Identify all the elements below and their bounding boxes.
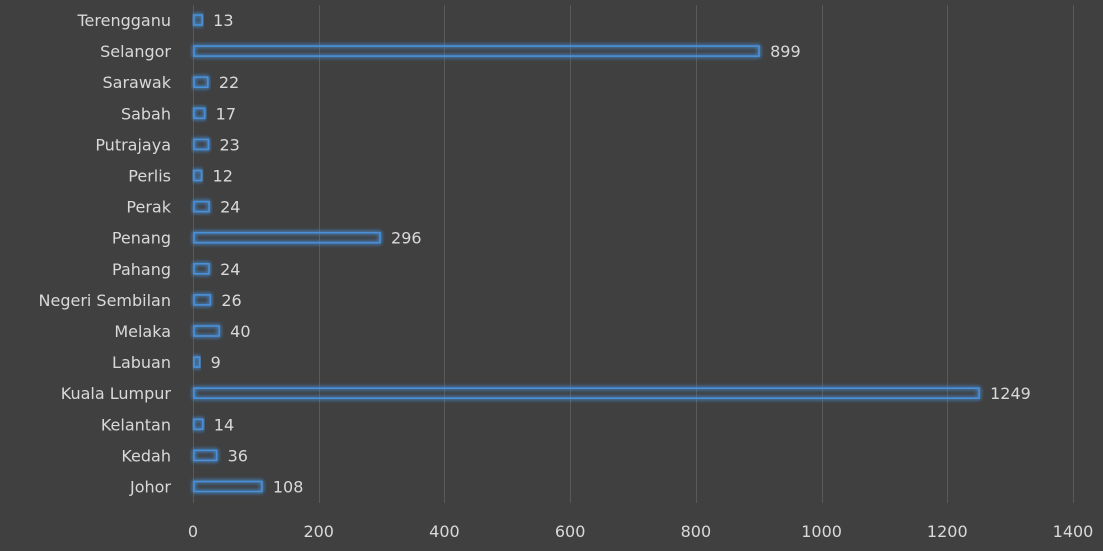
category-label: Perlis [128,167,171,186]
bar [193,449,218,462]
bar [193,294,212,306]
category-label: Kelantan [101,415,171,434]
bars [193,14,980,493]
category-label: Selangor [100,42,171,61]
category-label: Kedah [121,446,171,465]
x-tick-label: 200 [303,522,334,541]
data-label: 14 [214,415,234,434]
bar [193,14,203,26]
bar [193,418,204,431]
category-label: Pahang [112,260,171,279]
x-tick-label: 800 [681,522,712,541]
data-label: 17 [216,104,236,123]
data-label: 899 [770,42,801,61]
data-label: 24 [220,198,240,217]
gridlines [193,5,1074,503]
bar [193,169,203,182]
bar [193,231,381,244]
category-label: Perak [126,198,171,217]
bar [193,76,209,88]
category-label: Sabah [121,104,171,123]
category-label: Melaka [114,322,171,341]
bar [193,262,210,275]
data-label: 108 [273,478,304,497]
bar [193,325,220,337]
x-tick-label: 1000 [801,522,842,541]
data-label: 296 [391,229,422,248]
category-label: Sarawak [103,73,172,92]
data-label: 40 [230,322,250,341]
data-label: 1249 [990,384,1031,403]
category-label: Labuan [112,353,171,372]
bar [193,138,210,151]
category-label: Johor [129,478,171,497]
data-label: 12 [213,167,233,186]
x-tick-label: 600 [555,522,586,541]
category-label: Kuala Lumpur [61,384,172,403]
bar [193,387,980,400]
data-label: 36 [228,446,248,465]
data-label: 26 [221,291,241,310]
data-label: 24 [220,260,240,279]
x-tick-label: 400 [429,522,460,541]
bar [193,356,201,368]
labels: 0 200 400 600 800 1000 1200 1400 Terengganu 13 Sel… [39,11,1094,541]
x-tick-label: 1400 [1053,522,1094,541]
bar [193,480,263,493]
data-label: 13 [213,11,233,30]
data-label: 22 [219,73,239,92]
category-label: Terengganu [76,11,171,30]
data-label: 23 [219,135,239,154]
x-tick-label: 1200 [927,522,968,541]
category-label: Putrajaya [95,135,171,154]
category-label: Penang [112,229,171,248]
category-label: Negeri Sembilan [39,291,172,310]
bar [193,107,206,120]
bar [193,45,760,57]
bar [193,200,210,213]
data-label: 9 [211,353,221,372]
x-tick-label: 0 [188,522,198,541]
